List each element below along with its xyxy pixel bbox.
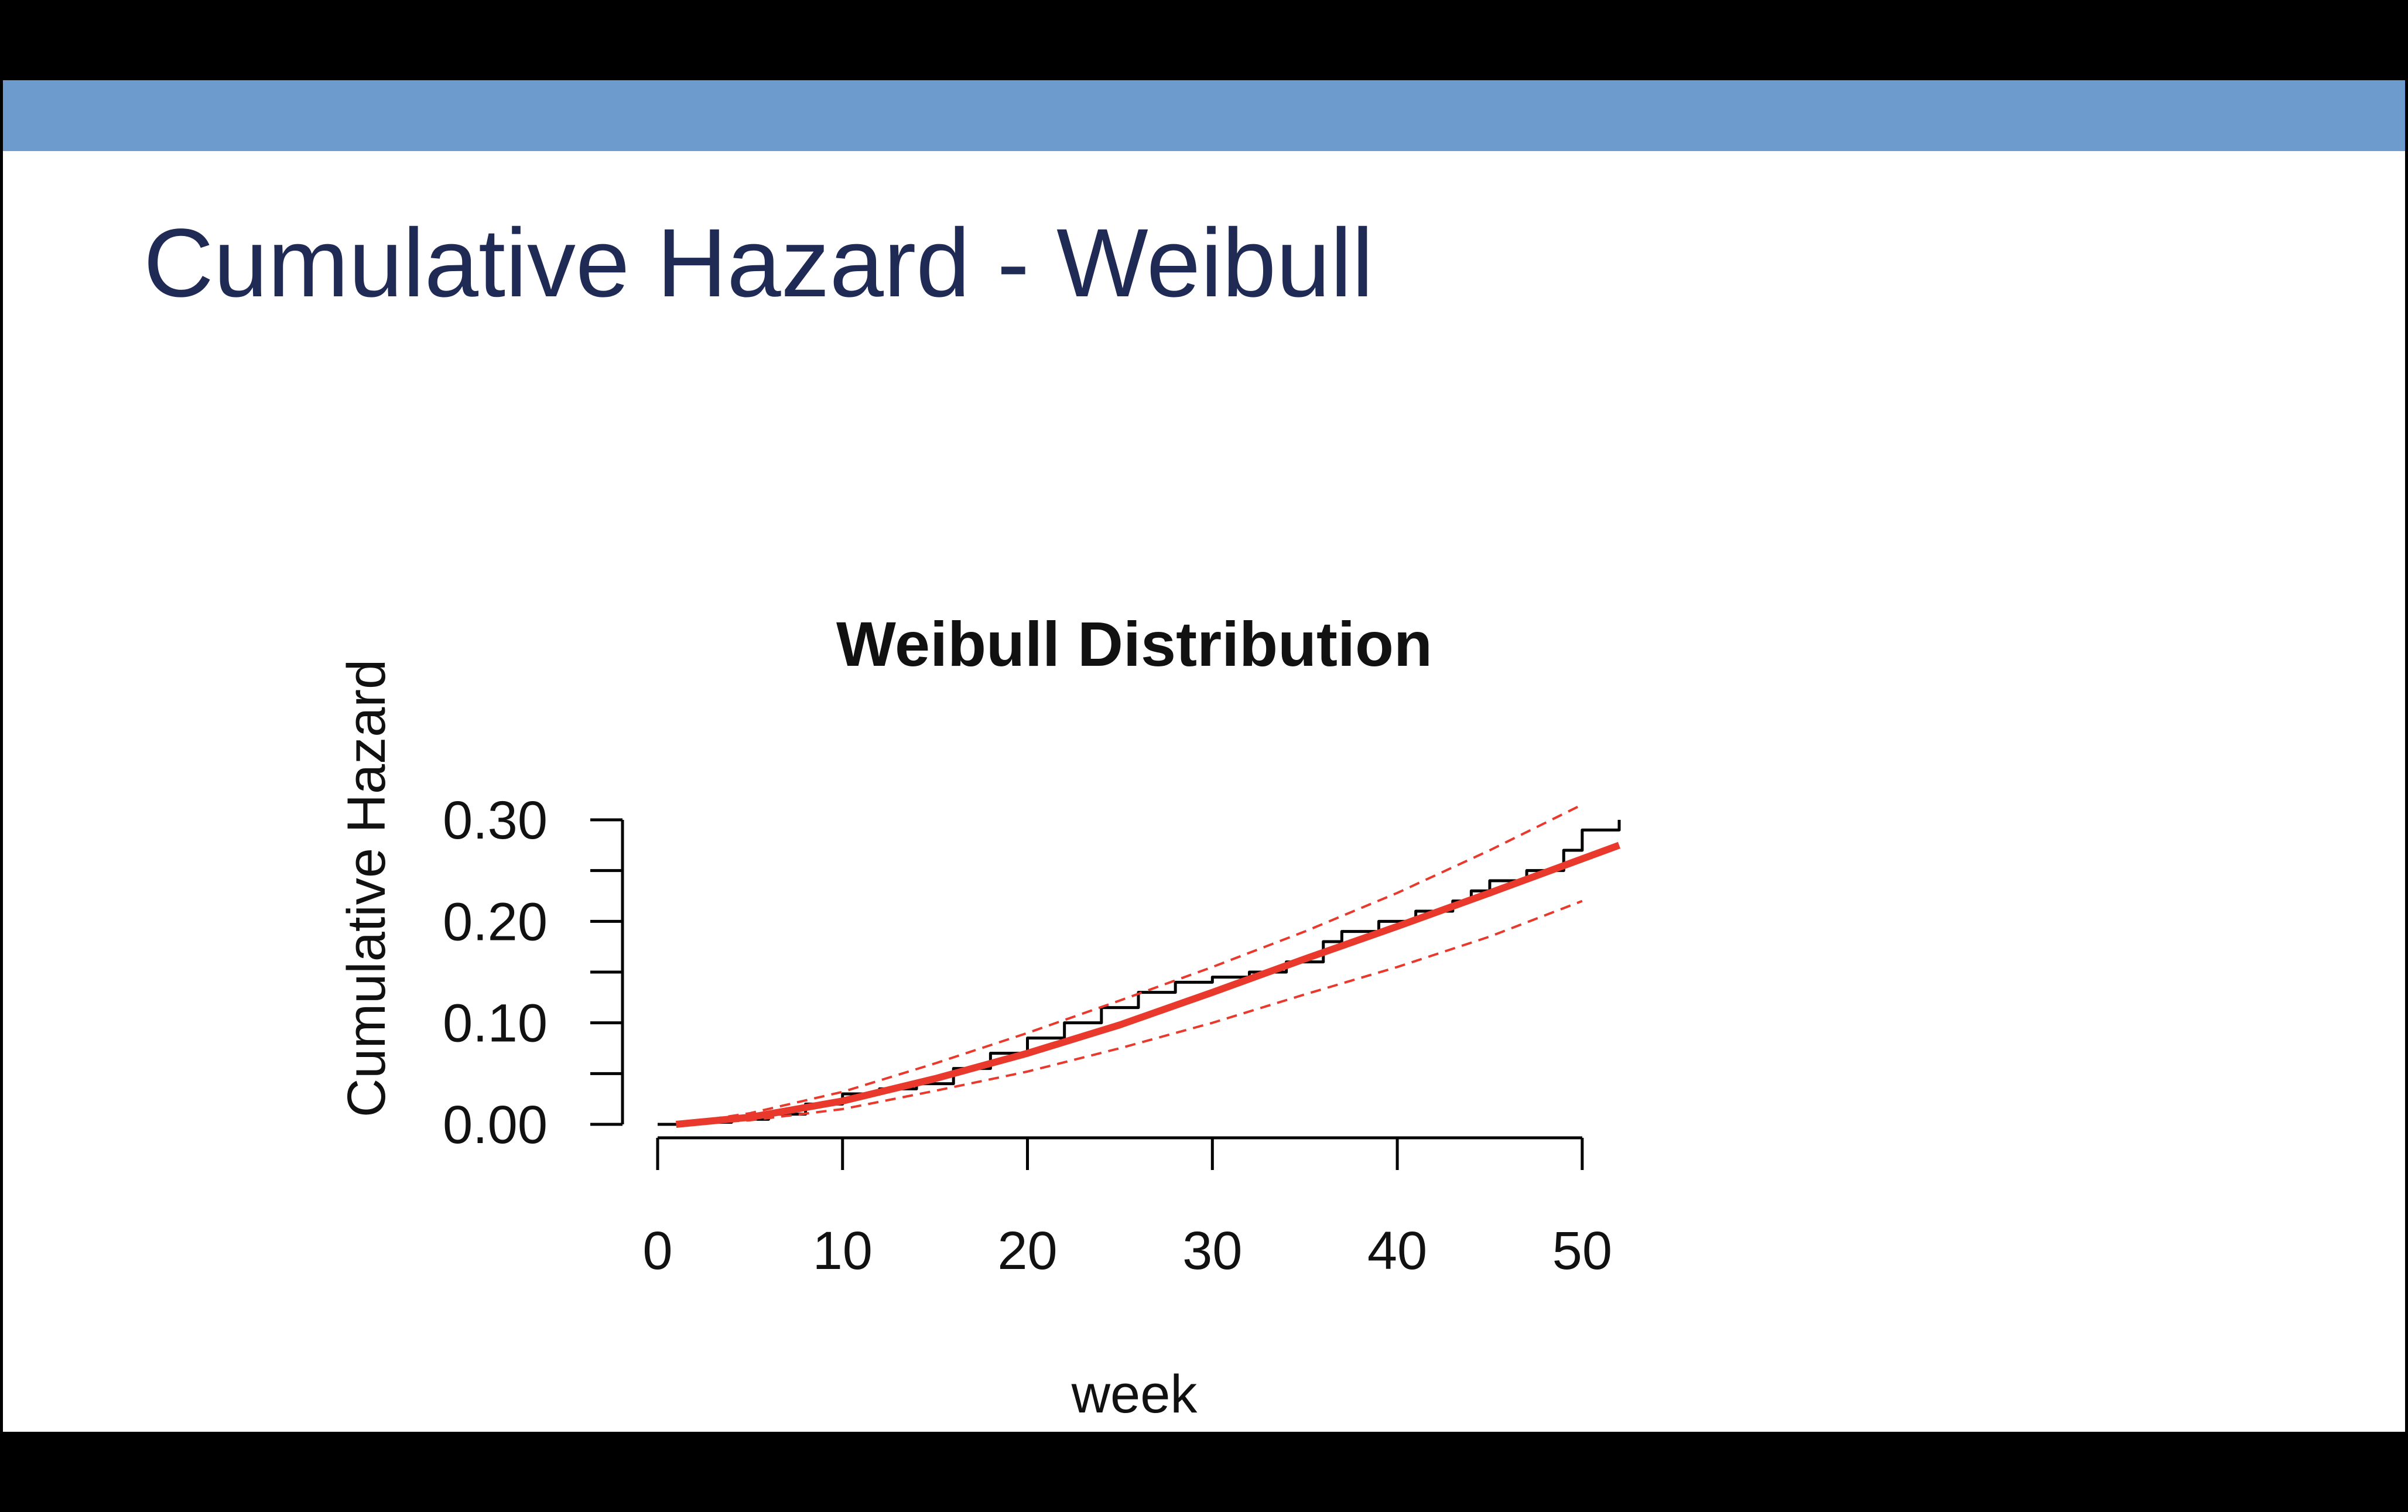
y-axis-label: Cumulative Hazard [337,659,396,1117]
weibull-fit-line [676,841,1621,1128]
x-tick-label: 50 [1552,1221,1612,1281]
upper-confidence-line [676,803,1583,1126]
chart-title: Weibull Distribution [836,608,1432,679]
cumulative-hazard-step-line [658,820,1621,1126]
x-tick-label: 10 [813,1221,873,1281]
header-bar [3,80,2405,151]
y-tick-label: 0.30 [443,791,548,850]
x-tick-label: 40 [1367,1221,1427,1281]
x-tick-label: 0 [642,1221,672,1281]
x-tick-label: 30 [1182,1221,1242,1281]
weibull-chart: Weibull Distribution Cumulative Hazard w… [337,608,1621,1424]
slide-title: Cumulative Hazard - Weibull [143,209,1374,317]
x-axis-label: week [1071,1364,1198,1424]
x-tick-label: 20 [997,1221,1057,1281]
slide: Cumulative Hazard - Weibull Weibull Dist… [3,80,2405,1432]
series-group [658,803,1621,1128]
y-tick-label: 0.00 [443,1095,548,1155]
axes: 0 10 20 30 40 50 0.00 0.10 0.20 0.30 [443,791,1612,1281]
y-tick-label: 0.10 [443,994,548,1053]
y-tick-label: 0.20 [443,892,548,952]
lower-confidence-line [676,899,1583,1126]
